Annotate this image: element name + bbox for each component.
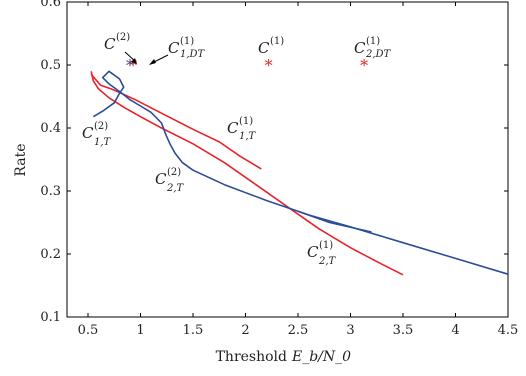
annotation-c1dt-main: C (168, 39, 180, 57)
x-tick-label: 3 (346, 323, 354, 338)
annotation-c12T-sup: (1) (319, 240, 333, 251)
annotation-c2dt-sub: 2,DT (365, 49, 392, 60)
y-tick-label: 0.6 (40, 0, 61, 10)
annotation-c22T-sub: 2,T (166, 183, 185, 194)
annotation-c11T-sub: 1,T (239, 131, 257, 142)
annotation-c22T-main: C (155, 170, 167, 188)
annotation-c12T-sub: 2,T (318, 256, 337, 267)
x-tick-label: 4.5 (498, 323, 519, 338)
x-tick-label: 1.5 (183, 323, 204, 338)
x-tick-label: 2 (241, 323, 249, 338)
y-tick-label: 0.2 (40, 247, 61, 262)
annotation-c21T-sup: (2) (94, 121, 108, 132)
annotation-c22T: C (2) 2,T (155, 167, 185, 194)
x-tick-label: 1 (136, 323, 144, 338)
y-tick-label: 0.1 (40, 310, 61, 325)
star-marker: * (265, 56, 273, 75)
series-line-c2T_red (90, 71, 404, 276)
annotation-c11T-sup: (1) (239, 116, 253, 127)
annotation-c12T: C (1) 2,T (307, 240, 337, 267)
series-line-c1T (90, 73, 262, 170)
annotation-c21T-main: C (82, 124, 94, 142)
x-tick-label: 4 (451, 323, 459, 338)
annotation-c1: C (1) (258, 36, 284, 57)
y-tick-label: 0.4 (40, 121, 61, 136)
x-tick-label: 0.5 (78, 323, 99, 338)
annotation-c1dt-sub: 1,DT (180, 49, 206, 60)
annotation-c21T-sub: 1,T (94, 137, 112, 148)
arrow-c2-head (131, 58, 137, 64)
annotation-c2-main: C (104, 35, 116, 53)
plot-frame (66, 1, 509, 318)
star-marker: * (360, 56, 368, 75)
series-layer (90, 70, 509, 276)
annotation-c2dt-sup: (1) (366, 36, 380, 47)
markers-layer: ** * * (126, 56, 368, 75)
annotation-c12T-main: C (307, 243, 319, 261)
x-axis-label: Threshold (216, 349, 287, 365)
annotation-c2: C (2) (104, 32, 130, 53)
series-line-c2T_blue_tail (297, 210, 372, 233)
x-tick-label: 2.5 (288, 323, 309, 338)
annotation-arrows (124, 51, 169, 65)
x-tick-label: 3.5 (393, 323, 414, 338)
annotation-c1-main: C (258, 39, 270, 57)
y-tick-label: 0.5 (40, 58, 61, 73)
arrow-c1dt-head (149, 59, 156, 65)
annotation-c2dt: C (1) 2,DT (354, 36, 392, 60)
axes (66, 1, 509, 318)
annotation-c11T-main: C (227, 119, 239, 137)
ticks: 0.5 1 1.5 2 2.5 3 3.5 4 4.5 0.1 0.2 0.3 0.4 0.5 0.6 (40, 0, 518, 338)
annotation-c11T: C (1) 1,T (227, 116, 257, 142)
annotation-c1dt-sup: (1) (180, 36, 194, 47)
y-axis-label: Rate (13, 143, 29, 176)
annotation-c22T-sup: (2) (167, 167, 181, 178)
annotation-c1-sup: (1) (270, 36, 284, 47)
annotation-c2-sup: (2) (116, 32, 130, 43)
annotation-c1dt: C (1) 1,DT (168, 36, 206, 60)
annotation-c21T: C (2) 1,T (82, 121, 112, 148)
y-tick-label: 0.3 (40, 184, 61, 199)
annotation-c2dt-main: C (354, 39, 366, 57)
star-marker: * (129, 56, 137, 75)
x-axis-math-label: E_b/N_0 (291, 349, 351, 365)
star-marker: * (126, 56, 134, 75)
